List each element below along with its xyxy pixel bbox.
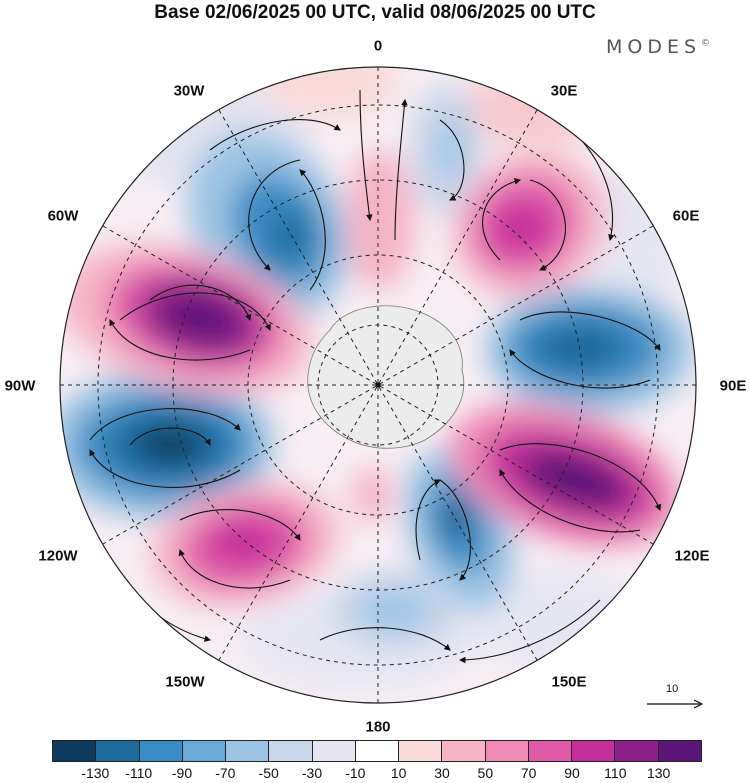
colorbar-swatch [658, 741, 701, 761]
lon-label-180: 180 [365, 718, 391, 736]
lon-label-120e: 120E [674, 547, 710, 565]
copyright-mark: © [701, 38, 711, 49]
colorbar-swatch [96, 741, 140, 761]
colorbar-tick-label: -10 [345, 765, 366, 781]
colorbar [52, 740, 702, 762]
colorbar-swatch [485, 741, 529, 761]
colorbar-swatch [182, 741, 227, 761]
colorbar-swatch [139, 741, 183, 761]
colorbar-tick-label: -130 [81, 765, 110, 781]
colorbar-tick-label: -50 [258, 765, 279, 781]
colorbar-tick-label: -90 [171, 765, 193, 781]
colorbar-tick-label: 110 [604, 765, 627, 781]
colorbar-tick-label: -70 [215, 765, 236, 781]
south-pole-marker [375, 382, 381, 388]
colorbar-tick-label: 10 [390, 765, 407, 781]
brand-name: MODES [606, 36, 702, 58]
colorbar-swatch [528, 741, 573, 761]
colorbar-swatch [572, 741, 616, 761]
lon-label-150e: 150E [551, 673, 587, 691]
colorbar-tick-label: 130 [646, 765, 671, 781]
colorbar-swatch [399, 741, 443, 761]
antarctica-landmass [307, 305, 465, 449]
colorbar-swatch [442, 741, 486, 761]
anomaly-field [60, 67, 696, 703]
lon-label-120w: 120W [38, 547, 78, 565]
reference-vector-label: 10 [666, 683, 679, 695]
lon-label-90w: 90W [4, 377, 36, 395]
map-border [59, 66, 697, 704]
colorbar-swatch [53, 741, 97, 761]
colorbar-swatch [615, 741, 659, 761]
map-title: Base 02/06/2025 00 UTC, valid 08/06/2025… [154, 2, 596, 23]
lon-label-0: 0 [373, 37, 383, 55]
colorbar-swatch [269, 741, 313, 761]
lon-label-30w: 30W [173, 82, 205, 100]
colorbar-tick-label: 70 [520, 765, 537, 781]
colorbar-swatch [355, 741, 400, 761]
colorbar-tick-label: 90 [564, 765, 580, 781]
brand-logo: MODES© [606, 36, 710, 58]
colorbar-tick-label: -30 [301, 765, 323, 781]
colorbar-swatch [226, 741, 270, 761]
reference-vector-arrow [647, 699, 704, 709]
lon-label-60w: 60W [47, 207, 79, 225]
colorbar-swatch [312, 741, 356, 761]
colorbar-tick-label: -110 [125, 765, 153, 781]
lon-label-60e: 60E [672, 207, 700, 225]
colorbar-tick-label: 30 [434, 765, 450, 781]
colorbar-tick-label: 50 [477, 765, 494, 781]
lon-label-150w: 150W [165, 673, 205, 691]
lon-label-30e: 30E [550, 82, 578, 100]
polar-stereographic-map [59, 66, 697, 704]
lon-label-90e: 90E [719, 377, 747, 395]
